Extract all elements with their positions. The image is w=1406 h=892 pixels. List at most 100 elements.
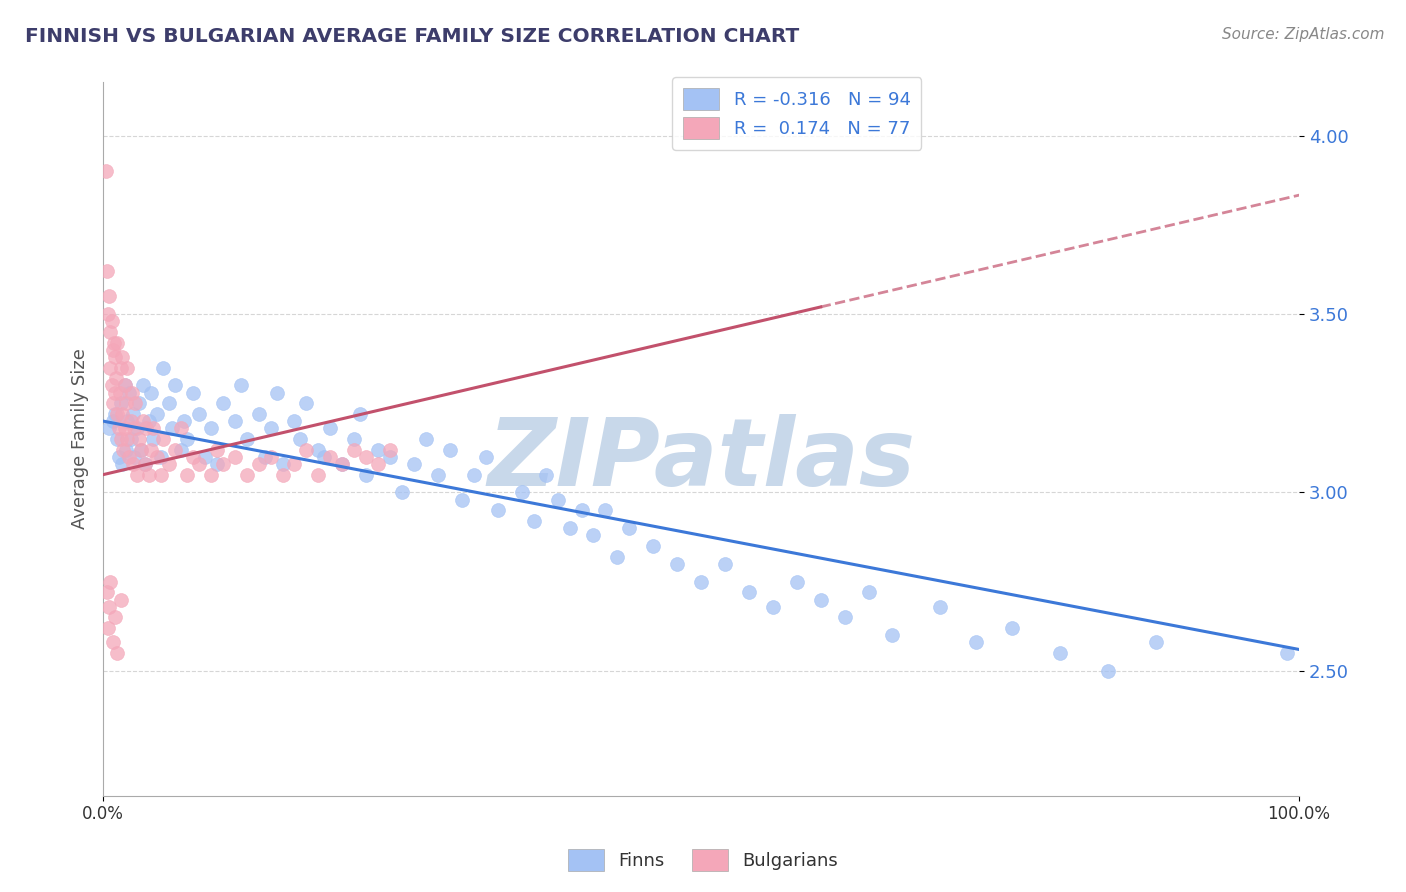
Point — [200, 421, 222, 435]
Point — [367, 457, 389, 471]
Point — [104, 610, 127, 624]
Point — [271, 457, 294, 471]
Legend: R = -0.316   N = 94, R =  0.174   N = 77: R = -0.316 N = 94, R = 0.174 N = 77 — [672, 77, 921, 150]
Point — [205, 442, 228, 457]
Text: FINNISH VS BULGARIAN AVERAGE FAMILY SIZE CORRELATION CHART: FINNISH VS BULGARIAN AVERAGE FAMILY SIZE… — [25, 27, 800, 45]
Point — [110, 432, 132, 446]
Point — [128, 432, 150, 446]
Point — [121, 385, 143, 400]
Point — [319, 450, 342, 464]
Point — [229, 378, 252, 392]
Text: ZIPatlas: ZIPatlas — [486, 415, 915, 507]
Point — [114, 378, 136, 392]
Point — [128, 396, 150, 410]
Point — [1275, 646, 1298, 660]
Point — [1049, 646, 1071, 660]
Point — [104, 385, 127, 400]
Point — [139, 385, 162, 400]
Point — [547, 492, 569, 507]
Point — [125, 467, 148, 482]
Point — [176, 467, 198, 482]
Point — [343, 432, 366, 446]
Point — [253, 450, 276, 464]
Point — [118, 385, 141, 400]
Point — [558, 521, 581, 535]
Point — [107, 335, 129, 350]
Point — [307, 467, 329, 482]
Point — [378, 450, 401, 464]
Point — [115, 360, 138, 375]
Point — [259, 450, 281, 464]
Point — [104, 407, 127, 421]
Point — [247, 457, 270, 471]
Point — [582, 528, 605, 542]
Point — [181, 450, 204, 464]
Point — [118, 450, 141, 464]
Point — [162, 421, 184, 435]
Point — [283, 457, 305, 471]
Point — [173, 414, 195, 428]
Point — [354, 450, 377, 464]
Point — [125, 421, 148, 435]
Point — [146, 407, 169, 421]
Point — [378, 442, 401, 457]
Text: Source: ZipAtlas.com: Source: ZipAtlas.com — [1222, 27, 1385, 42]
Point — [111, 407, 134, 421]
Point — [98, 289, 121, 303]
Point — [858, 585, 880, 599]
Point — [762, 599, 785, 614]
Point — [181, 385, 204, 400]
Point — [510, 485, 533, 500]
Point — [439, 442, 461, 457]
Point — [98, 325, 121, 339]
Point — [965, 635, 987, 649]
Point — [283, 414, 305, 428]
Point — [235, 432, 257, 446]
Point — [666, 557, 689, 571]
Point — [349, 407, 371, 421]
Point — [152, 432, 174, 446]
Point — [307, 442, 329, 457]
Point — [134, 457, 156, 471]
Point — [142, 432, 165, 446]
Point — [98, 574, 121, 589]
Point — [475, 450, 498, 464]
Point — [98, 360, 121, 375]
Point — [271, 467, 294, 482]
Point — [929, 599, 952, 614]
Point — [194, 450, 217, 464]
Point — [105, 371, 128, 385]
Point — [486, 503, 509, 517]
Point — [606, 549, 628, 564]
Point — [1097, 664, 1119, 678]
Point — [98, 599, 121, 614]
Point — [97, 621, 120, 635]
Point — [107, 450, 129, 464]
Point — [404, 457, 426, 471]
Point — [110, 360, 132, 375]
Point — [314, 450, 336, 464]
Point — [834, 610, 856, 624]
Point — [124, 396, 146, 410]
Point — [619, 521, 641, 535]
Point — [523, 514, 546, 528]
Point — [211, 396, 233, 410]
Point — [101, 635, 124, 649]
Point — [1144, 635, 1167, 649]
Point — [107, 432, 129, 446]
Point — [115, 432, 138, 446]
Point — [112, 442, 135, 457]
Point — [224, 414, 246, 428]
Point — [100, 378, 122, 392]
Point — [690, 574, 713, 589]
Legend: Finns, Bulgarians: Finns, Bulgarians — [561, 842, 845, 879]
Point — [122, 450, 145, 464]
Point — [330, 457, 353, 471]
Point — [110, 396, 132, 410]
Point — [176, 432, 198, 446]
Point — [187, 457, 209, 471]
Point — [135, 421, 157, 435]
Point — [131, 442, 153, 457]
Point — [131, 414, 153, 428]
Point — [122, 457, 145, 471]
